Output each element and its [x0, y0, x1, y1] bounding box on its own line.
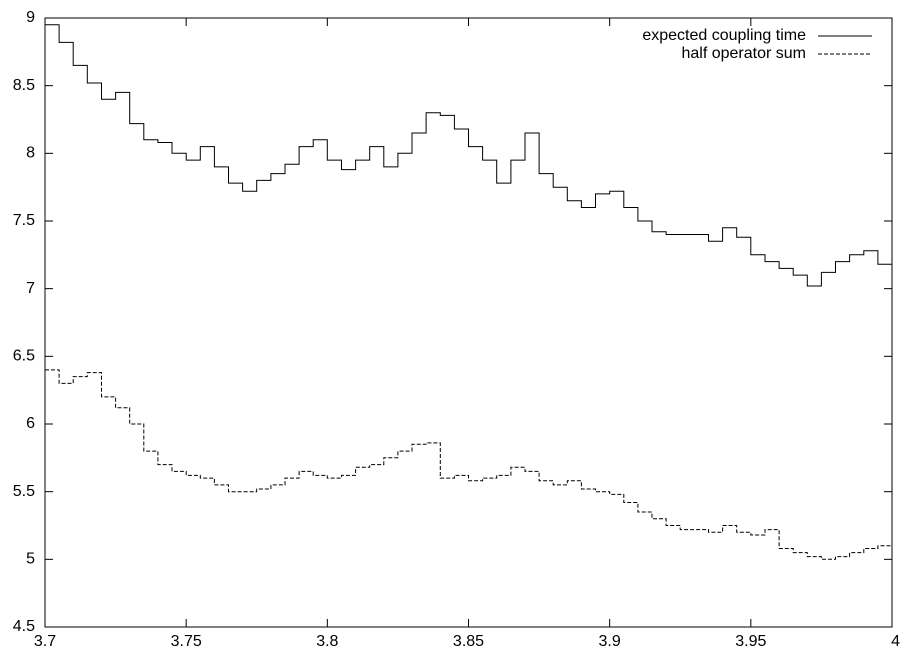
- y-tick-label: 4.5: [13, 618, 35, 635]
- y-tick-label: 6: [26, 415, 35, 432]
- series-layer: [45, 24, 893, 560]
- y-tick-label: 8.5: [13, 77, 35, 94]
- y-tick-label: 7.5: [13, 212, 35, 229]
- x-tick-label: 3.9: [599, 633, 621, 650]
- y-tick-label: 9: [26, 9, 35, 26]
- legend-label: half operator sum: [681, 45, 806, 62]
- x-tick-label: 3.95: [735, 633, 766, 650]
- x-axis: 3.7 3.75 3.8 3.85 3.9 3.95 4: [34, 18, 900, 650]
- y-tick-label: 6.5: [13, 348, 35, 365]
- x-tick-label: 3.8: [316, 633, 338, 650]
- y-tick-label: 5: [26, 551, 35, 568]
- x-tick-label: 3.85: [453, 633, 484, 650]
- y-axis: 4.5 5 5.5 6 6.5 7 7.5 8 8.5 9: [13, 9, 892, 635]
- x-tick-label: 3.7: [34, 633, 56, 650]
- plot-frame: [44, 17, 893, 628]
- y-tick-label: 5.5: [13, 483, 35, 500]
- legend-label: expected coupling time: [642, 27, 806, 44]
- series-line-half-operator-sum: [45, 369, 892, 560]
- y-tick-label: 7: [26, 280, 35, 297]
- y-tick-label: 8: [26, 145, 35, 162]
- x-tick-label: 4: [891, 633, 900, 650]
- series-line-expected-coupling-time: [45, 24, 893, 287]
- x-tick-label: 3.75: [171, 633, 202, 650]
- plot-border: [44, 17, 893, 628]
